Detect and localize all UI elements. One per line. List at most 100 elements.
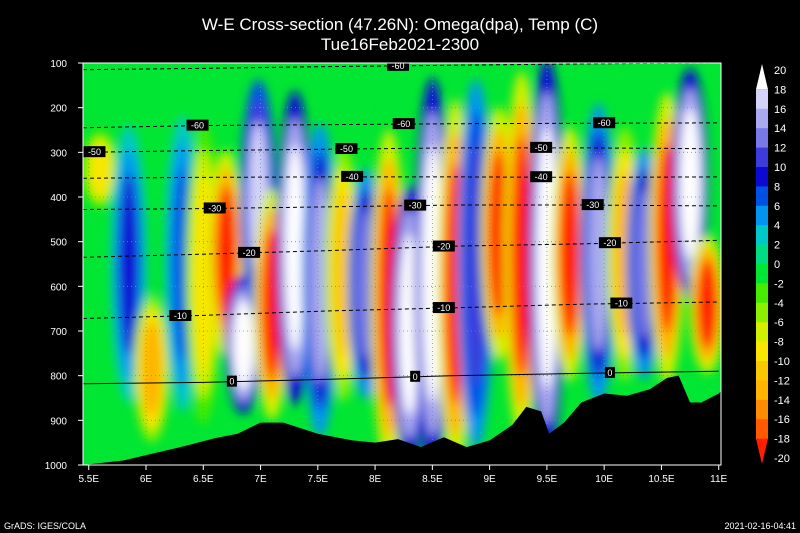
omega-column-6-2	[233, 299, 254, 390]
colorbar-swatch-16	[756, 380, 768, 401]
omega-column-27-2	[697, 258, 718, 350]
colorbar-label-18: -16	[774, 414, 790, 426]
footer-right: 2021-02-16-04:41	[724, 521, 796, 531]
colorbar-swatch-12	[756, 302, 768, 323]
isotherm-label-2-2: -50	[530, 141, 553, 153]
omega-column-1-2	[118, 173, 139, 355]
svg-text:-50: -50	[340, 144, 353, 154]
plot-frame	[82, 62, 722, 466]
colorbar-label-7: 6	[774, 201, 780, 213]
svg-text:-50: -50	[88, 147, 101, 157]
svg-text:0: 0	[607, 368, 612, 378]
x-tick-label-7: 9E	[484, 474, 497, 485]
colorbar-swatch-9	[756, 244, 768, 265]
svg-text:0: 0	[229, 377, 234, 387]
svg-text:-60: -60	[598, 118, 611, 128]
x-tick-label-3: 7E	[254, 474, 267, 485]
omega-column-11-2	[333, 191, 354, 357]
x-tick-label-6: 8.5E	[422, 474, 443, 485]
svg-text:-30: -30	[586, 200, 599, 210]
isotherm-label-0-0: -60	[386, 61, 409, 71]
y-tick-label-1: 200	[50, 104, 67, 115]
chart-title: W-E Cross-section (47.26N): Omega(dpa), …	[202, 15, 598, 34]
colorbar-swatch-18	[756, 419, 768, 440]
svg-text:-60: -60	[391, 61, 404, 71]
colorbar-label-12: -4	[774, 298, 784, 310]
svg-text:-20: -20	[603, 238, 616, 248]
colorbar-label-9: 2	[774, 240, 780, 252]
y-tick-label-4: 500	[50, 238, 67, 249]
colorbar-swatch-13	[756, 322, 768, 343]
x-tick-label-1: 6E	[140, 474, 153, 485]
omega-column-4-2	[193, 176, 214, 373]
omega-column-2-2	[141, 320, 162, 417]
footer-left: GrADS: IGES/COLA	[4, 521, 86, 531]
colorbar-label-4: 12	[774, 143, 786, 155]
y-tick-label-0: 100	[50, 59, 67, 70]
isotherm-label-1-2: -60	[593, 117, 616, 129]
isotherm-label-6-0: -10	[169, 309, 192, 321]
colorbar-label-16: -12	[774, 375, 790, 387]
isotherm-3	[83, 176, 719, 179]
isotherm-label-3-1: -40	[530, 171, 553, 183]
colorbar-label-15: -10	[774, 356, 790, 368]
x-tick-label-0: 5.5E	[78, 474, 99, 485]
colorbar-swatch-17	[756, 399, 768, 420]
x-axis: 5.5E 6E 6.5E 7E 7.5E 8E 8.5E 9E 9.5E 10E 10.5E 11E	[78, 465, 728, 485]
omega-column-21-2	[559, 171, 580, 337]
y-axis: 100 200 300 400 500 600 700 800 900 1000	[45, 59, 83, 472]
omega-column-8-2	[261, 228, 282, 380]
colorbar-label-13: -6	[774, 317, 784, 329]
isotherm-label-4-1: -30	[404, 199, 427, 211]
svg-text:-60: -60	[191, 121, 204, 131]
colorbar-swatch-4	[756, 147, 768, 168]
chart-subtitle: Tue16Feb2021-2300	[321, 35, 479, 54]
omega-column-19-2	[511, 135, 532, 377]
isotherm-7	[83, 370, 719, 385]
colorbar-swatch-2	[756, 108, 768, 129]
isotherm-label-7-2: 0	[604, 366, 615, 378]
isotherm-label-2-0: -50	[83, 146, 106, 158]
omega-column-15-2	[422, 145, 443, 403]
colorbar-swatch-7	[756, 205, 768, 226]
colorbar-swatch-5	[756, 167, 768, 187]
colorbar-label-1: 18	[774, 84, 786, 96]
omega-column-18-2	[488, 150, 509, 317]
x-tick-label-8: 9.5E	[537, 474, 558, 485]
isotherm-label-4-0: -30	[203, 202, 226, 214]
svg-text:-10: -10	[174, 311, 187, 321]
colorbar-swatch-8	[756, 225, 768, 246]
isotherm-label-7-0: 0	[226, 375, 237, 387]
isotherm-2	[83, 147, 719, 153]
colorbar-label-11: -2	[774, 278, 784, 290]
colorbar-label-20: -20	[774, 453, 790, 465]
isotherm-label-4-2: -30	[581, 199, 604, 211]
colorbar-swatch-6	[756, 186, 768, 207]
svg-text:-10: -10	[437, 303, 450, 313]
colorbar-swatch-1	[756, 89, 768, 110]
colorbar-label-2: 16	[774, 104, 786, 116]
plot-area: -60 -60 -60 -60 -50 -50 -50 -40 -40 -30 -30 -30 -20 -…	[83, 61, 721, 465]
isotherm-label-1-1: -60	[392, 118, 415, 130]
grid-lines	[83, 63, 721, 465]
colorbar-label-0: 20	[774, 65, 786, 77]
svg-text:-50: -50	[535, 143, 548, 153]
omega-column-22-2	[588, 155, 609, 352]
colorbar-swatch-11	[756, 283, 768, 304]
colorbar-label-19: -18	[774, 434, 790, 446]
svg-text:-30: -30	[208, 203, 221, 213]
temperature-contours: -60 -60 -60 -60 -50 -50 -50 -40 -40 -30 -30 -30 -20 -…	[83, 61, 719, 387]
isotherm-label-5-1: -20	[432, 240, 455, 252]
colorbar: 20181614121086420-2-4-6-8-10-12-14-16-18…	[756, 64, 790, 465]
colorbar-swatch-3	[756, 128, 768, 149]
colorbar-label-3: 14	[774, 123, 786, 135]
isotherm-label-7-1: 0	[410, 370, 421, 382]
omega-column-26-2	[680, 108, 701, 259]
colorbar-label-17: -14	[774, 395, 790, 407]
x-tick-label-10: 10.5E	[648, 474, 674, 485]
y-tick-label-3: 400	[50, 193, 67, 204]
colorbar-label-10: 0	[774, 259, 780, 271]
y-tick-label-8: 900	[50, 416, 67, 427]
y-tick-label-7: 800	[50, 372, 67, 383]
